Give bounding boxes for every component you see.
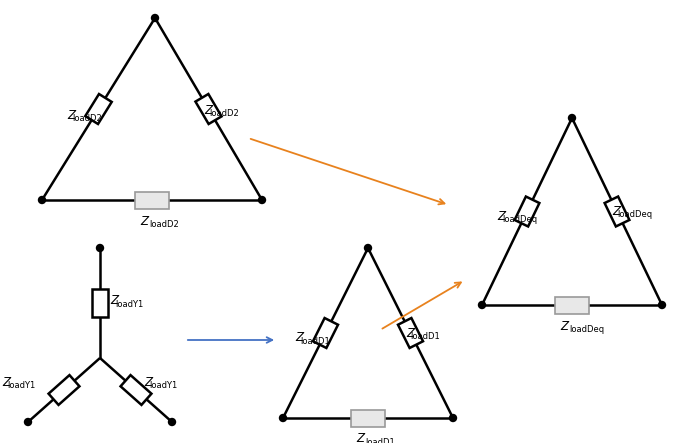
Text: loadD1: loadD1 xyxy=(411,332,440,341)
Circle shape xyxy=(38,197,45,203)
Circle shape xyxy=(479,302,486,308)
Bar xyxy=(604,197,629,226)
Text: Z: Z xyxy=(110,295,118,307)
Circle shape xyxy=(25,419,32,425)
Bar xyxy=(121,375,152,405)
Circle shape xyxy=(169,419,176,425)
Text: loadY1: loadY1 xyxy=(149,381,177,390)
Text: loadDeq: loadDeq xyxy=(502,215,537,224)
Text: Z: Z xyxy=(140,214,148,228)
Bar xyxy=(313,318,338,348)
Text: Z: Z xyxy=(356,432,364,443)
Text: loadY1: loadY1 xyxy=(115,300,143,309)
Bar xyxy=(92,289,108,317)
Bar xyxy=(555,296,589,314)
Text: Z: Z xyxy=(405,327,414,340)
Bar xyxy=(514,197,539,226)
Text: loadD1: loadD1 xyxy=(365,438,394,443)
Bar xyxy=(398,318,423,348)
Bar xyxy=(49,375,80,405)
Bar xyxy=(351,409,385,427)
Text: Z: Z xyxy=(560,319,568,333)
Text: loadDeq: loadDeq xyxy=(617,210,652,219)
Text: loadDeq: loadDeq xyxy=(569,325,604,334)
Circle shape xyxy=(97,245,104,252)
Circle shape xyxy=(259,197,265,203)
Circle shape xyxy=(279,415,287,421)
Text: loadY1: loadY1 xyxy=(7,381,35,390)
Bar xyxy=(85,94,112,124)
Text: Z: Z xyxy=(2,376,10,389)
Text: Z: Z xyxy=(204,104,212,117)
Text: loadD2: loadD2 xyxy=(209,109,239,118)
Text: Z: Z xyxy=(296,331,303,345)
Text: Z: Z xyxy=(612,205,620,218)
Text: loadD1: loadD1 xyxy=(300,337,330,346)
Text: Z: Z xyxy=(497,210,505,223)
Circle shape xyxy=(569,114,576,121)
Text: Z: Z xyxy=(144,376,152,389)
Text: loadD2: loadD2 xyxy=(149,220,178,229)
Bar xyxy=(135,191,169,209)
Circle shape xyxy=(659,302,665,308)
Circle shape xyxy=(152,15,158,22)
Circle shape xyxy=(449,415,456,421)
Text: Z: Z xyxy=(67,109,75,122)
Circle shape xyxy=(364,245,372,252)
Text: loadD2: loadD2 xyxy=(73,114,102,123)
Bar xyxy=(196,94,222,124)
